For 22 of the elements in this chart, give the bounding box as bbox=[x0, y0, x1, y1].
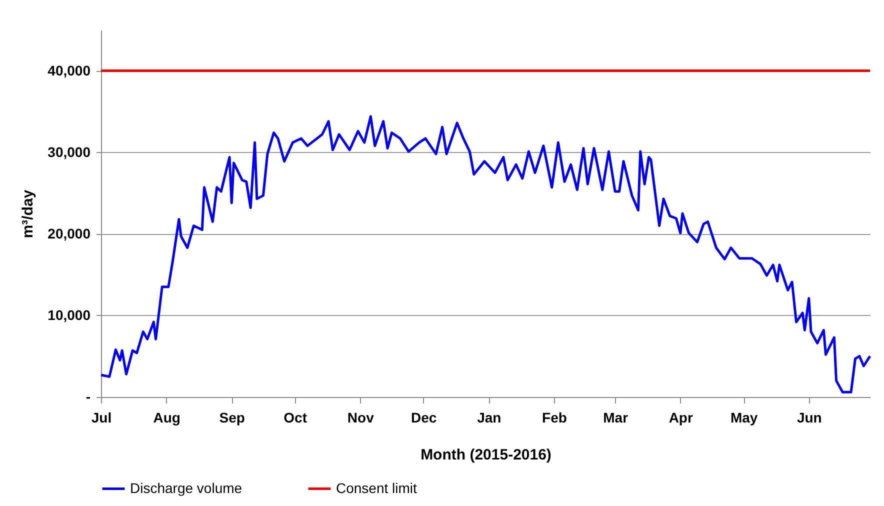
x-tick-label: Feb bbox=[542, 410, 567, 426]
x-axis-title: Month (2015-2016) bbox=[420, 446, 552, 464]
x-tick-label: Aug bbox=[153, 410, 180, 426]
y-tick-label: 40,000 bbox=[48, 62, 91, 78]
y-tick-label: 30,000 bbox=[48, 144, 91, 160]
x-tick-label: Jan bbox=[477, 410, 502, 426]
x-tick-label: Sep bbox=[219, 410, 245, 426]
y-axis-title: m³/day bbox=[20, 189, 37, 238]
y-tick-label: - bbox=[86, 388, 91, 404]
y-tick-label: 20,000 bbox=[48, 225, 91, 242]
x-tick-label: Oct bbox=[284, 410, 308, 426]
y-tick-label: 10,000 bbox=[48, 306, 91, 323]
x-tick-label: Jul bbox=[91, 410, 112, 426]
x-tick-label: Mar bbox=[603, 410, 629, 426]
x-tick-label: Apr bbox=[668, 410, 694, 426]
x-tick-label: Nov bbox=[347, 410, 374, 426]
line-series bbox=[100, 115, 872, 394]
x-tick-label: Dec bbox=[411, 410, 437, 426]
x-tick-label: Jun bbox=[796, 410, 822, 426]
legend-label: Discharge volume bbox=[130, 480, 242, 496]
x-tick-label: May bbox=[730, 410, 758, 426]
legend-label: Consent limit bbox=[336, 480, 418, 496]
